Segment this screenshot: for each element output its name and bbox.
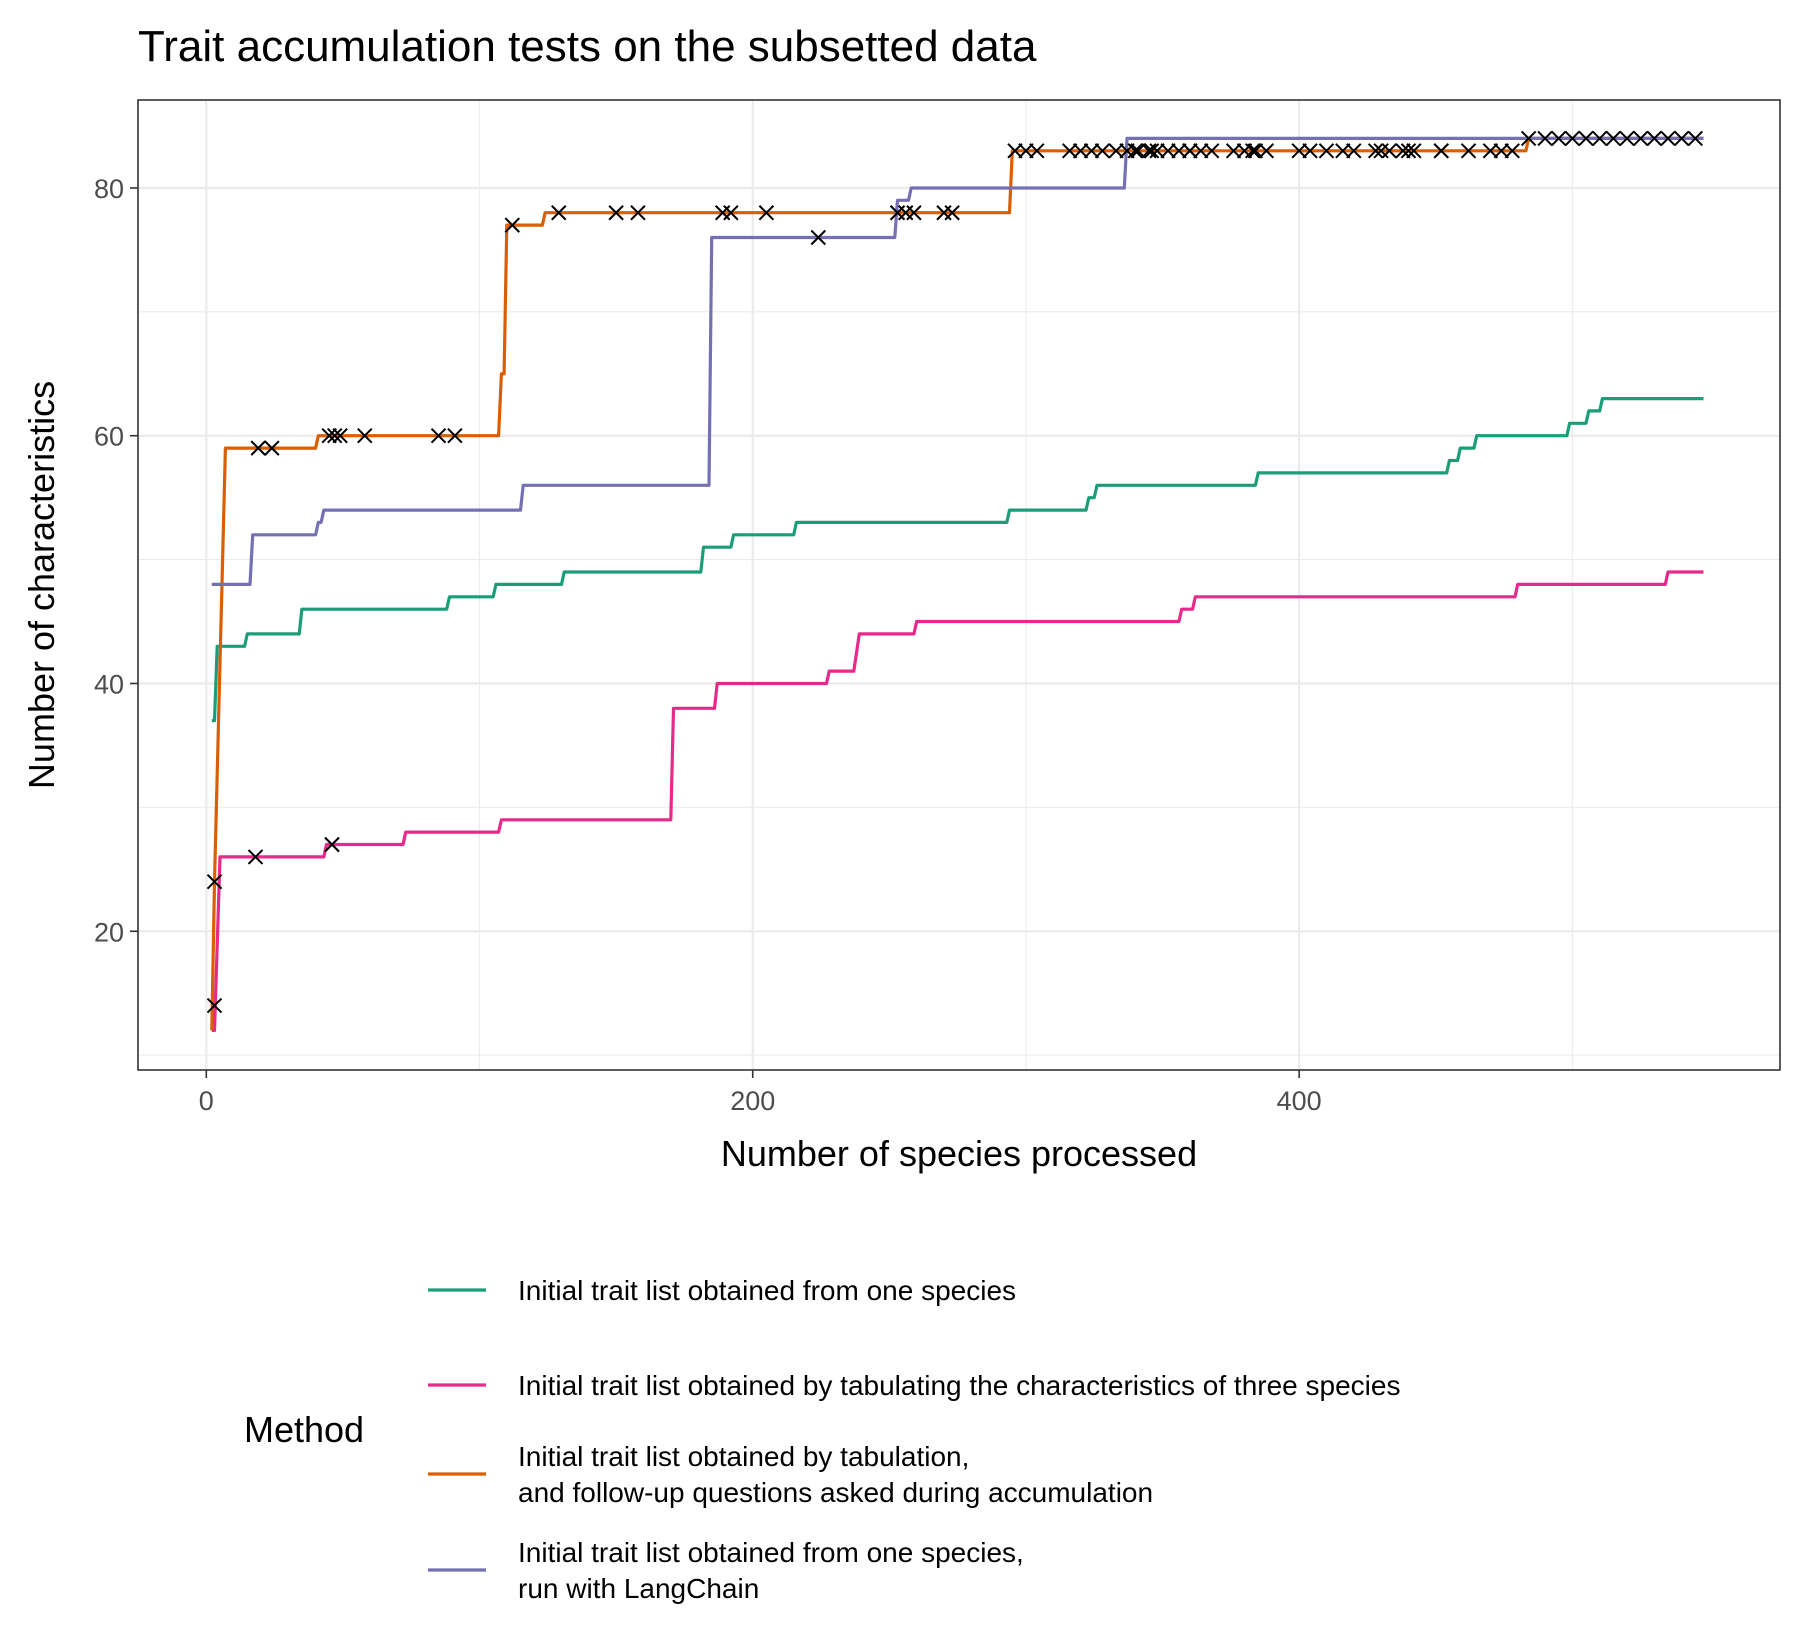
x-marker-series-4 [1373,143,1389,159]
y-axis-ticks: 20 40 60 80 [94,174,138,947]
y-tick-label: 40 [94,669,124,699]
y-tick-label: 20 [94,917,124,947]
x-marker-series-3 [1061,143,1078,159]
x-marker-series-3 [1520,130,1537,147]
plot-panel-border [137,99,1781,1071]
x-marker-series-3 [906,205,922,221]
x-marker-series-3 [1537,130,1553,147]
x-marker-series-3 [551,205,567,221]
x-marker-series-2 [324,836,340,853]
x-marker-series-3 [1149,143,1165,159]
x-marker-series-3 [1318,143,1335,159]
x-marker-series-4 [1504,143,1520,159]
x-marker-series-3 [1018,143,1034,159]
x-marker-series-3 [1130,143,1146,159]
x-marker-series-3 [1578,130,1594,147]
legend-label-series-2: Initial trait list obtained by tabulatin… [518,1370,1400,1401]
x-marker-series-3 [1660,130,1676,147]
x-marker-series-4 [1346,143,1362,159]
x-marker-series-3 [723,205,739,221]
x-marker-series-3 [1632,130,1649,147]
x-marker-series-3 [1160,143,1176,159]
x-marker-series-3 [332,428,348,444]
x-marker-series-3 [321,428,337,444]
x-marker-series-3 [250,440,266,456]
x-marker-series-3 [1083,143,1100,159]
x-marker-series-3 [1619,130,1635,147]
x-marker-series-2 [206,997,223,1014]
x-marker-series-3 [1591,130,1608,147]
x-axis-title: Number of species processed [721,1133,1197,1174]
x-tick-label: 0 [199,1086,214,1116]
x-marker-series-3 [1302,143,1318,159]
x-marker-series-3 [1258,143,1275,159]
x-marker-series-3 [1225,143,1242,159]
x-marker-series-3 [1335,143,1351,159]
y-tick-label: 60 [94,422,124,452]
x-marker-series-3 [1550,130,1567,147]
x-marker-series-3 [1029,143,1045,159]
chart-title: Trait accumulation tests on the subsette… [138,22,1037,71]
x-marker-series-3 [1367,143,1384,159]
x-marker-series-4 [1127,143,1143,159]
legend-label-series-4: Initial trait list obtained from one spe… [518,1537,1024,1604]
point-markers [206,130,1704,1014]
y-axis-title: Number of characteristics [21,381,62,789]
x-marker-series-3 [1247,143,1264,159]
legend: Method Initial trait list obtained from … [244,1275,1400,1604]
series-line-1 [211,397,1704,723]
x-marker-series-4 [1400,143,1417,159]
x-marker-series-2 [247,849,264,865]
legend-label-series-1: Initial trait list obtained from one spe… [518,1275,1016,1306]
x-marker-series-3 [1007,143,1023,159]
x-marker-series-3 [1094,143,1111,159]
x-axis-ticks: 0 200 400 [199,1070,1322,1116]
x-marker-series-4 [1482,143,1499,159]
series-lines [210,136,1704,1032]
x-marker-series-3 [1673,130,1690,147]
x-marker-series-3 [1171,143,1187,159]
x-marker-series-3 [357,428,373,444]
x-marker-series-3 [430,428,447,444]
x-marker-series-3 [1395,143,1411,159]
x-marker-series-3 [206,873,223,890]
x-marker-series-4 [1433,143,1449,159]
x-marker-series-3 [1072,143,1089,159]
x-marker-series-4 [810,229,827,246]
x-marker-series-3 [1564,130,1581,147]
x-marker-series-3 [264,440,280,456]
series-line-4 [211,136,1704,586]
legend-label-series-3: Initial trait list obtained by tabulatio… [518,1441,1153,1508]
x-marker-series-3 [447,428,463,444]
x-marker-series-3 [608,205,624,221]
x-marker-series-3 [1291,143,1307,159]
x-marker-series-4 [1143,143,1160,159]
x-marker-series-3 [1687,130,1704,147]
x-marker-series-3 [504,217,521,233]
x-marker-series-3 [758,205,775,221]
x-marker-series-4 [1204,143,1220,159]
x-marker-series-3 [1108,143,1124,159]
x-marker-series-3 [944,205,960,221]
series-line-3 [210,136,1704,1031]
x-marker-series-4 [1182,143,1198,159]
x-tick-label: 400 [1277,1086,1322,1116]
x-marker-series-4 [1244,143,1261,159]
x-marker-series-3 [1605,130,1622,147]
x-marker-series-3 [1493,143,1510,159]
x-marker-series-3 [1406,143,1422,159]
x-marker-series-3 [1460,143,1477,159]
series-line-2 [211,570,1704,1032]
legend-title: Method [244,1409,364,1450]
x-marker-series-3 [327,428,343,444]
x-tick-label: 200 [730,1086,775,1116]
y-tick-label: 80 [94,174,124,204]
x-marker-series-3 [1646,130,1663,147]
x-marker-series-3 [1193,143,1209,159]
x-marker-series-3 [630,205,646,221]
